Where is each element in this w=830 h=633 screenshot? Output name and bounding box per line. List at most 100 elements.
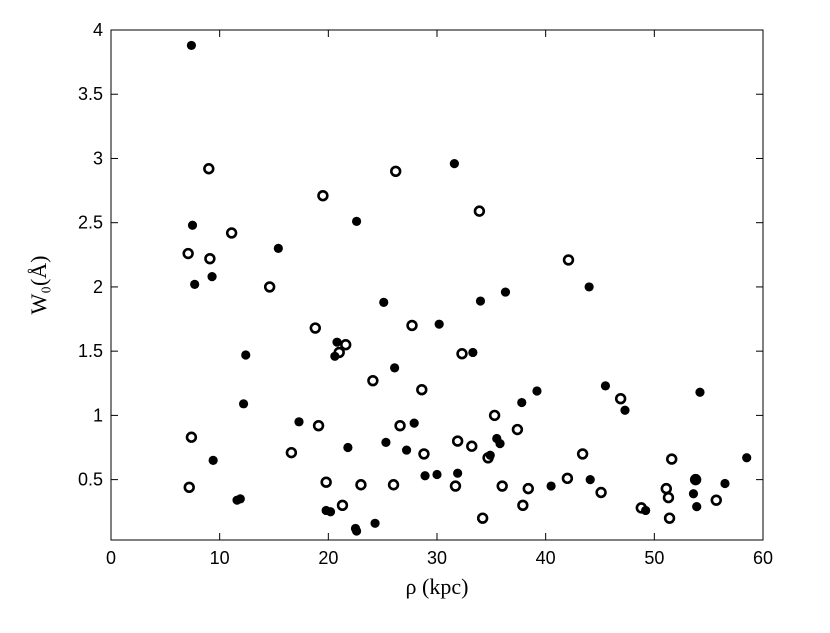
data-point-filled bbox=[390, 363, 400, 373]
data-point-open bbox=[225, 227, 238, 239]
data-point-open bbox=[666, 453, 678, 465]
data-point-open bbox=[595, 486, 607, 499]
data-point-open bbox=[390, 165, 402, 178]
data-point-open bbox=[660, 482, 672, 495]
data-point-filled bbox=[720, 478, 730, 489]
data-point-open bbox=[320, 476, 332, 488]
data-point-open bbox=[340, 339, 352, 351]
x-tick-label: 30 bbox=[427, 548, 447, 568]
data-point-open bbox=[312, 419, 325, 432]
data-point-open bbox=[663, 512, 676, 524]
data-point-filled bbox=[238, 399, 249, 409]
data-point-open bbox=[476, 512, 489, 524]
data-point-filled bbox=[381, 437, 391, 447]
data-point-open bbox=[496, 480, 508, 492]
data-point-open bbox=[333, 346, 345, 359]
x-tick-label: 50 bbox=[644, 548, 664, 568]
data-points bbox=[182, 40, 752, 536]
data-point-filled bbox=[692, 501, 702, 512]
y-axis-label: W₀(Å) bbox=[26, 256, 51, 315]
data-point-filled bbox=[330, 351, 340, 361]
data-point-open bbox=[562, 254, 575, 266]
data-point-open bbox=[418, 448, 430, 460]
data-point-filled bbox=[379, 297, 389, 307]
data-point-open bbox=[309, 322, 321, 334]
data-point-open bbox=[317, 190, 329, 202]
data-point-filled bbox=[409, 418, 419, 428]
data-point-filled bbox=[186, 40, 197, 51]
data-point-filled bbox=[500, 287, 511, 297]
tick-labels: 0 10 20 30 40 50 60 0.5 1 1.5 2 2.5 3 3.5 4 bbox=[78, 20, 773, 568]
data-point-open bbox=[662, 491, 675, 504]
data-point-filled bbox=[241, 350, 251, 360]
data-point-filled bbox=[546, 481, 556, 491]
data-point-filled bbox=[273, 243, 283, 253]
data-point-open bbox=[406, 319, 418, 332]
data-point-open bbox=[355, 479, 367, 491]
x-tick-label: 10 bbox=[210, 548, 230, 568]
data-point-filled bbox=[332, 337, 342, 347]
data-point-filled bbox=[475, 296, 486, 306]
data-point-filled bbox=[620, 405, 630, 415]
data-point-filled bbox=[495, 439, 505, 449]
x-tick-label: 60 bbox=[753, 548, 773, 568]
data-point-open bbox=[204, 252, 216, 265]
data-point-filled bbox=[532, 386, 542, 396]
data-point-open bbox=[561, 472, 574, 485]
data-point-filled bbox=[207, 272, 217, 282]
data-point-open bbox=[449, 480, 462, 492]
data-point-filled bbox=[294, 417, 304, 427]
data-point-open bbox=[394, 419, 406, 432]
plot-frame bbox=[110, 29, 764, 541]
data-point-filled bbox=[187, 220, 198, 230]
data-point-filled bbox=[432, 469, 442, 480]
data-point-open bbox=[466, 440, 478, 452]
data-point-filled bbox=[351, 216, 362, 227]
data-point-open bbox=[710, 494, 722, 506]
data-point-open bbox=[522, 482, 534, 495]
data-point-filled bbox=[208, 455, 218, 465]
y-tick-label: 2 bbox=[93, 277, 103, 297]
data-point-filled bbox=[351, 526, 362, 536]
data-point-open bbox=[183, 481, 195, 494]
data-point-filled bbox=[585, 475, 595, 485]
data-point-open bbox=[517, 499, 529, 512]
data-point-open bbox=[367, 375, 379, 387]
x-tick-label: 20 bbox=[318, 548, 338, 568]
data-point-open bbox=[416, 383, 428, 396]
data-point-filled bbox=[742, 453, 752, 463]
y-tick-label: 1.5 bbox=[78, 341, 103, 361]
data-point-filled bbox=[600, 381, 611, 391]
data-point-filled bbox=[325, 507, 336, 517]
data-point-filled bbox=[695, 387, 705, 397]
data-point-open bbox=[285, 446, 298, 459]
x-tick-label: 0 bbox=[106, 548, 116, 568]
data-point-filled bbox=[688, 489, 699, 499]
data-point-open bbox=[614, 392, 627, 405]
data-point-filled bbox=[453, 468, 463, 478]
data-point-open bbox=[576, 448, 589, 460]
data-point-open bbox=[473, 205, 486, 217]
data-point-filled bbox=[190, 279, 200, 289]
data-point-open bbox=[336, 499, 349, 512]
data-point-filled bbox=[434, 319, 444, 329]
y-tick-label: 3 bbox=[93, 148, 103, 168]
data-point-filled bbox=[691, 475, 701, 485]
data-point-open bbox=[451, 435, 464, 447]
x-axis-label: ρ (kpc) bbox=[406, 574, 469, 599]
data-point-filled bbox=[235, 494, 245, 504]
data-point-open bbox=[482, 452, 494, 464]
data-point-open bbox=[488, 409, 501, 422]
data-point-open bbox=[263, 281, 276, 293]
data-point-filled bbox=[370, 518, 380, 528]
data-point-open bbox=[387, 479, 400, 491]
data-point-filled bbox=[584, 282, 594, 292]
x-tick-label: 40 bbox=[536, 548, 556, 568]
data-point-filled bbox=[517, 397, 527, 408]
y-tick-label: 4 bbox=[93, 20, 103, 40]
data-point-open bbox=[456, 348, 468, 360]
data-point-open bbox=[511, 423, 524, 436]
data-point-filled bbox=[449, 159, 459, 169]
y-tick-label: 3.5 bbox=[78, 84, 103, 104]
